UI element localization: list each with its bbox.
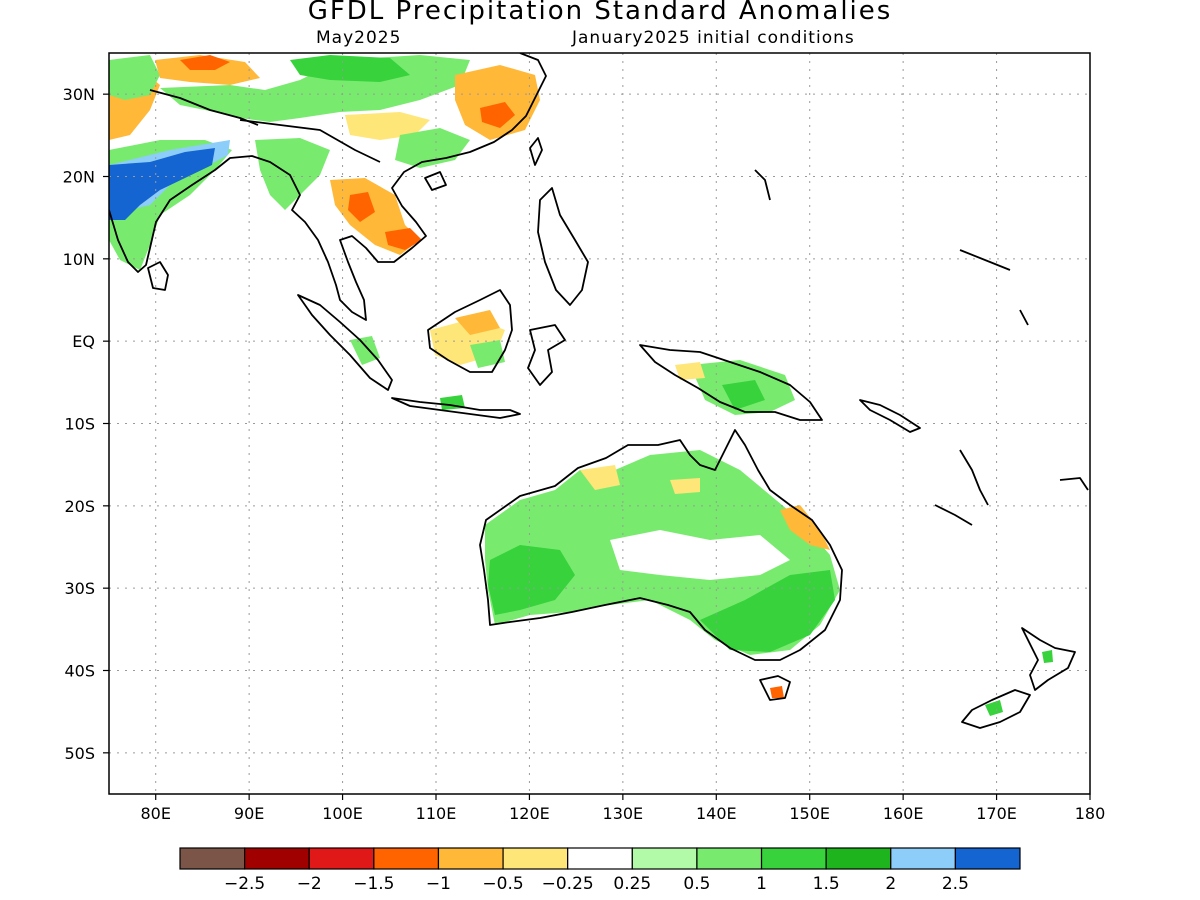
anomaly-region-cambodia-red: [385, 228, 422, 250]
coastline-vanuatu-fiji: [959, 449, 1089, 506]
map-title: GFDL Precipitation Standard Anomalies: [307, 0, 893, 26]
colorbar-swatch: [437, 847, 504, 870]
coastline-new-guinea: [639, 344, 823, 421]
anomaly-region-newguinea-darkgreen: [722, 380, 765, 410]
anomaly-region-australia-southeast-dark: [700, 570, 835, 652]
colorbar-label: 1.5: [813, 874, 840, 894]
axes: 80E 90E 100E 110E 120E 130E 140E 150E 160E 170E 18…: [63, 85, 1106, 823]
anomaly-region-borneo-green: [470, 340, 505, 368]
x-tick-label: 110E: [416, 804, 457, 823]
anomaly-region-tibet-red: [180, 55, 230, 70]
coastline-philippines: [537, 187, 589, 306]
anomaly-region-sumatra-green: [350, 336, 380, 365]
x-tick-label: 180: [1075, 804, 1106, 823]
anomaly-region-newzealand-north-green: [1042, 650, 1053, 663]
colorbar: −2.5 −2 −1.5 −1 −0.5 −0.25 0.25 0.5 1 1.5 2 2.5: [179, 847, 1021, 894]
grid-lines: [109, 53, 1090, 794]
x-tick-label: 80E: [140, 804, 170, 823]
anomaly-region-queensland-orange: [780, 505, 830, 550]
x-tick-label: 140E: [696, 804, 737, 823]
x-tick-label: 130E: [603, 804, 644, 823]
x-tick-label: 100E: [322, 804, 363, 823]
y-tick-label: 30S: [64, 579, 95, 598]
colorbar-swatch: [760, 847, 827, 870]
anomaly-region-newguinea-yellow: [675, 362, 705, 380]
anomaly-region-china-south-green: [395, 128, 470, 168]
colorbar-label: −0.5: [482, 874, 523, 894]
colorbar-label: 0.5: [683, 874, 710, 894]
y-tick-label: 50S: [64, 744, 95, 763]
coastline-new-zealand-north: [1021, 627, 1076, 691]
colorbar-label: −1.5: [353, 874, 394, 894]
coastline-new-caledonia: [934, 504, 973, 526]
colorbar-swatch: [502, 847, 569, 870]
colorbar-label: −0.25: [542, 874, 594, 894]
anomaly-region-borneo-orange: [455, 310, 500, 335]
anomaly-region-china-south-yellow: [345, 112, 430, 140]
colorbar-label: −2.5: [224, 874, 265, 894]
x-tick-label: 150E: [789, 804, 830, 823]
anomaly-region-north-australia-yellow-2: [670, 478, 700, 494]
initial-conditions: January2025 initial conditions: [572, 28, 855, 48]
colorbar-label: −2: [297, 874, 322, 894]
x-tick-label: 160E: [883, 804, 924, 823]
colorbar-label: 2: [885, 874, 896, 894]
coastline-sumatra: [297, 294, 393, 391]
colorbar-swatch: [696, 847, 763, 870]
anomaly-region-india-blue: [109, 148, 215, 220]
coastline-sri-lanka: [147, 261, 169, 291]
anomaly-region-tibet-west-green: [109, 55, 160, 100]
anomaly-region-newzealand-green: [985, 700, 1003, 716]
border-tibet: [149, 89, 259, 126]
coastline-sulawesi: [527, 324, 566, 386]
anomaly-region-australia-west-dark: [488, 545, 575, 615]
coastline-australia: [479, 429, 843, 661]
y-tick-label: 10S: [64, 415, 95, 434]
anomaly-region-china-east-orange: [455, 65, 540, 140]
coastline-asia: [109, 53, 547, 321]
x-tick-label: 170E: [976, 804, 1017, 823]
y-tick-label: 20S: [64, 497, 95, 516]
coastline-borneo: [427, 289, 513, 373]
coastline-tasmania: [759, 675, 791, 701]
anomaly-region-myanmar-green: [255, 138, 330, 210]
coastline-micronesia: [754, 169, 1029, 326]
coastline-java: [391, 397, 521, 419]
anomaly-region-china-east-red: [480, 102, 515, 128]
colorbar-swatch: [890, 847, 956, 870]
colorbar-label: −1: [426, 874, 451, 894]
y-tick-label: 10N: [63, 250, 95, 269]
colorbar-swatch: [631, 847, 698, 870]
colorbar-swatch: [825, 847, 892, 870]
anomaly-region-thailand-red: [348, 192, 375, 222]
colorbar-swatch: [954, 847, 1021, 870]
colorbar-swatch: [567, 847, 633, 870]
anomaly-region-china-green-dark: [290, 55, 410, 82]
colorbar-label: 1: [756, 874, 767, 894]
coastline-hainan: [424, 171, 447, 191]
colorbar-label: 0.25: [613, 874, 651, 894]
x-tick-label: 120E: [509, 804, 550, 823]
y-tick-label: 40S: [64, 662, 95, 681]
coastline-new-zealand-south: [961, 689, 1031, 729]
y-tick-label: EQ: [72, 332, 95, 351]
colorbar-label: 2.5: [942, 874, 969, 894]
colorbar-swatch: [244, 847, 310, 870]
y-tick-label: 20N: [63, 168, 95, 187]
anomaly-shading: [109, 55, 1053, 716]
coastlines: [109, 53, 1089, 729]
coastline-taiwan: [529, 137, 543, 166]
anomaly-region-north-australia-yellow: [580, 465, 620, 490]
colorbar-swatch: [179, 847, 246, 870]
anomaly-region-australia-nodata: [610, 530, 790, 580]
y-tick-label: 30N: [63, 85, 95, 104]
x-tick-label: 90E: [234, 804, 264, 823]
border-china-south: [239, 119, 381, 163]
colorbar-swatch: [373, 847, 440, 870]
anomaly-region-tasmania-red: [770, 686, 784, 698]
coastline-solomon: [859, 399, 921, 433]
colorbar-swatch: [308, 847, 375, 870]
forecast-month: May2025: [316, 28, 402, 48]
